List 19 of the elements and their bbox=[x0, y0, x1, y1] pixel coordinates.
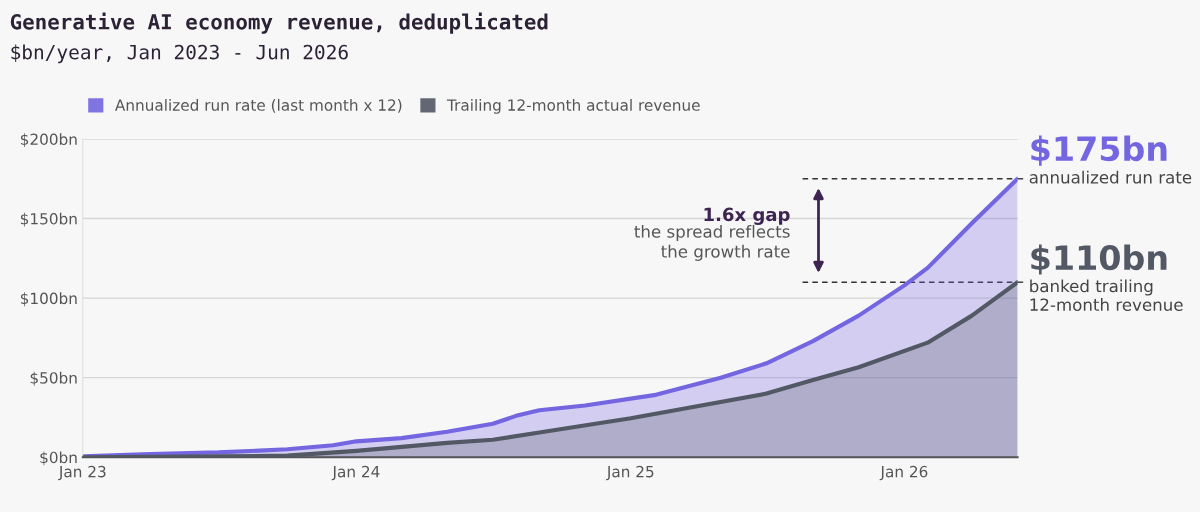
annotation: $110bn bbox=[1031, 244, 1167, 275]
annotation: banked trailing 12-month revenue bbox=[1030, 279, 1183, 311]
y-tick-label: $0bn bbox=[40, 451, 77, 466]
chart-title: Generative AI economy revenue, deduplicated bbox=[10, 12, 548, 34]
annotation: 1.6x gap bbox=[704, 207, 790, 225]
annotation: annualized run rate bbox=[1029, 170, 1192, 184]
annotation: the spread reflects the growth rate bbox=[634, 224, 790, 261]
legend-label: Trailing 12-month actual revenue bbox=[446, 99, 700, 114]
y-tick-label: $150bn bbox=[20, 212, 77, 227]
x-tick-label: Jan 25 bbox=[606, 465, 654, 481]
x-tick-label: Jan 24 bbox=[331, 465, 380, 481]
y-tick-label: $50bn bbox=[30, 371, 77, 386]
annotation: $175bn bbox=[1031, 135, 1167, 166]
legend-label: Annualized run rate (last month x 12) bbox=[115, 99, 402, 113]
y-tick-label: $100bn bbox=[20, 292, 77, 307]
y-tick-label: $200bn bbox=[20, 133, 77, 148]
x-tick-label: Jan 23 bbox=[58, 465, 106, 481]
x-tick-label: Jan 26 bbox=[879, 465, 928, 481]
chart-subtitle: $bn/year, Jan 2023 - Jun 2026 bbox=[11, 44, 348, 64]
